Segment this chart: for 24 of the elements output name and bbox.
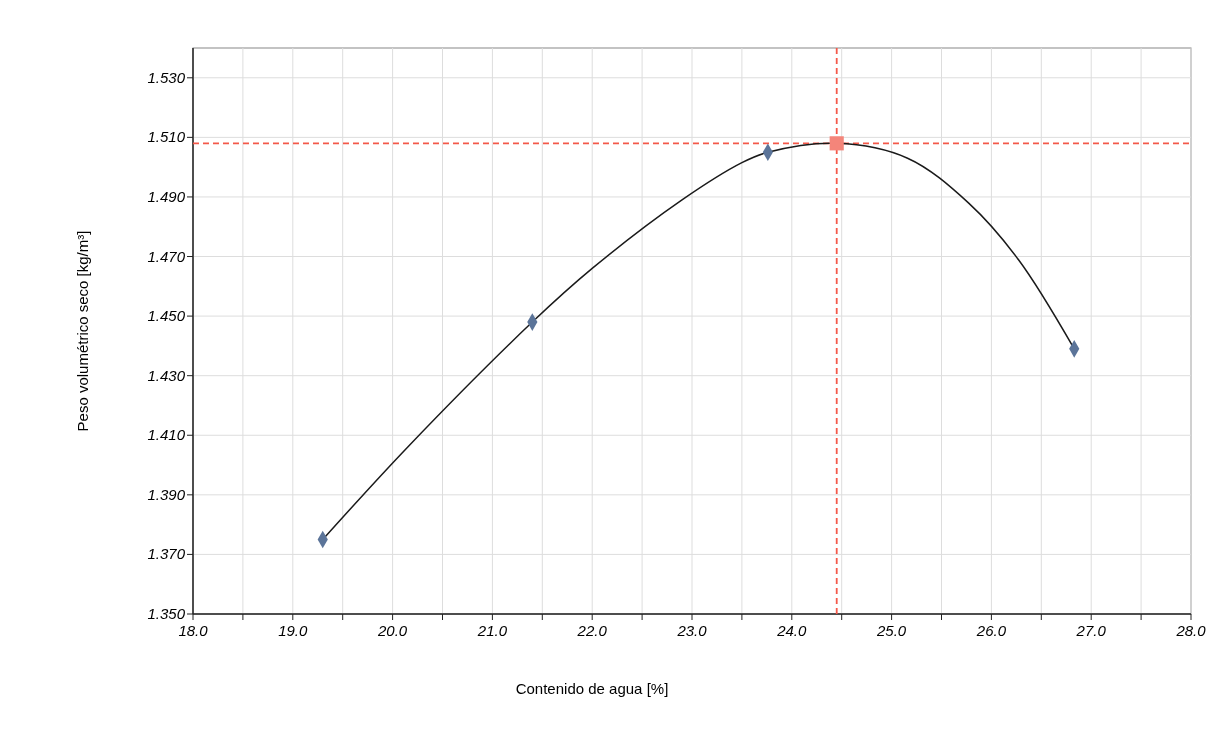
x-tick-label: 22.0 bbox=[576, 622, 608, 639]
y-tick-label: 1.530 bbox=[147, 68, 186, 86]
point bbox=[829, 136, 844, 151]
x-tick-label: 25.0 bbox=[876, 622, 907, 639]
x-tick-label: 23.0 bbox=[676, 622, 708, 639]
x-tick-label: 28.0 bbox=[1175, 622, 1207, 639]
y-tick-label: 1.350 bbox=[147, 605, 186, 622]
y-tick-label: 1.370 bbox=[147, 545, 186, 563]
y-tick-label: 1.450 bbox=[147, 307, 186, 325]
y-tick-label: 1.390 bbox=[147, 485, 186, 503]
x-tick-label: 24.0 bbox=[776, 622, 808, 639]
y-tick-label: 1.490 bbox=[147, 187, 186, 205]
x-tick-label: 20.0 bbox=[377, 622, 408, 639]
x-tick-label: 21.0 bbox=[476, 622, 508, 639]
y-tick-label: 1.410 bbox=[147, 426, 186, 444]
x-tick-label: 27.0 bbox=[1075, 622, 1107, 639]
x-tick-label: 26.0 bbox=[975, 622, 1007, 639]
x-tick-label: 18.0 bbox=[178, 622, 209, 639]
y-axis-title: Peso volumétrico seco [kg/m³] bbox=[74, 230, 91, 432]
y-tick-label: 1.430 bbox=[147, 366, 186, 384]
x-tick-label: 19.0 bbox=[278, 622, 309, 639]
x-axis-title: Contenido de agua [%] bbox=[515, 680, 669, 697]
y-tick-label: 1.510 bbox=[147, 128, 186, 146]
y-tick-label: 1.470 bbox=[147, 247, 186, 265]
